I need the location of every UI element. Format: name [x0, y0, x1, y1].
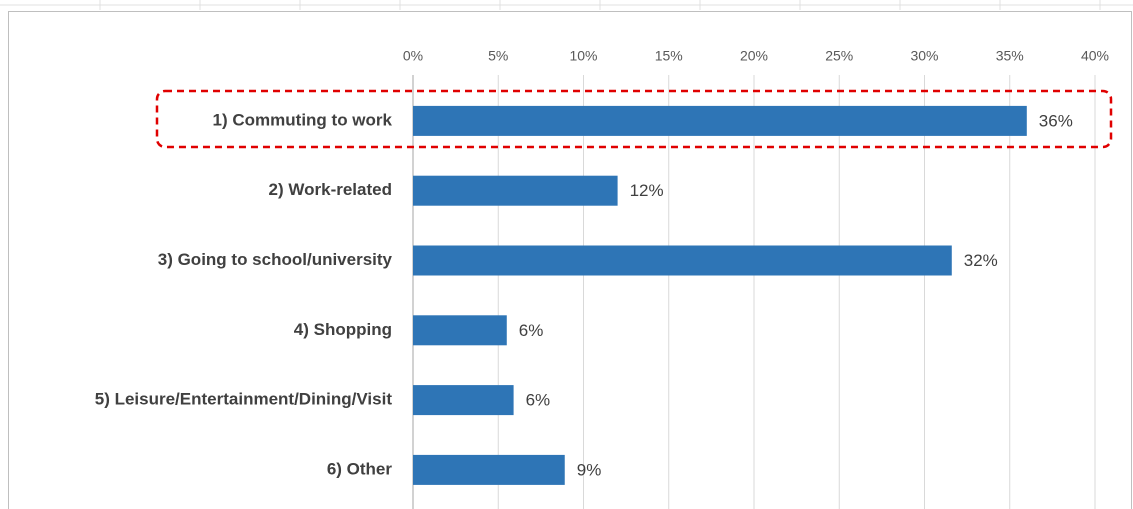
data-label: 36% [1039, 111, 1073, 130]
y-tick-label: 3) Going to school/university [158, 250, 393, 269]
bar [413, 175, 618, 206]
bar [413, 105, 1027, 136]
bar [413, 385, 514, 416]
data-label: 12% [630, 181, 664, 200]
x-tick-label: 40% [1081, 48, 1109, 64]
x-tick-label: 0% [403, 48, 423, 64]
x-tick-label: 35% [996, 48, 1024, 64]
data-label: 32% [964, 251, 998, 270]
highlight-box [155, 89, 1113, 149]
y-tick-label: 6) Other [327, 459, 393, 478]
plot-area: 0% 5% 10% 15% 20% 25% 30% 35% 40% 1) Commuting to… [95, 48, 1109, 509]
x-tick-label: 20% [740, 48, 768, 64]
y-tick-label: 1) Commuting to work [213, 110, 393, 129]
sheet-grid [0, 0, 1133, 10]
y-tick-label: 4) Shopping [294, 320, 392, 339]
y-tick-label: 5) Leisure/Entertainment/Dining/Visit [95, 390, 393, 409]
x-tick-label: 25% [825, 48, 853, 64]
data-label: 9% [577, 460, 602, 479]
x-tick-label: 10% [569, 48, 597, 64]
x-tick-label: 30% [910, 48, 938, 64]
data-label: 6% [526, 391, 551, 410]
y-tick-label: 2) Work-related [269, 180, 392, 199]
x-tick-label: 5% [488, 48, 508, 64]
bar [413, 454, 565, 485]
bar [413, 245, 952, 276]
x-tick-label: 15% [655, 48, 683, 64]
bar [413, 315, 507, 346]
data-label: 6% [519, 321, 544, 340]
